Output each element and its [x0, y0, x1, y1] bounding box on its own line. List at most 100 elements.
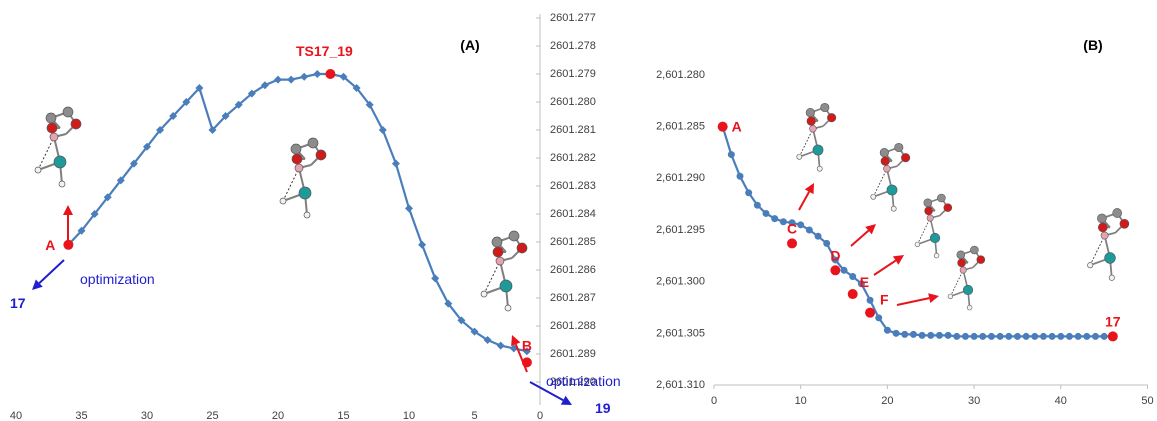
panel-a-data-point	[470, 327, 479, 336]
panel-b-data-point	[831, 256, 839, 264]
atom-6	[870, 193, 877, 200]
panel-b-data-point	[753, 201, 761, 209]
molecule-structure-icon	[914, 193, 953, 259]
panel-b-data-point	[779, 218, 787, 226]
atom-1	[62, 106, 74, 118]
panel-a-optimization-arrow-17-head	[32, 279, 43, 290]
panel-a-x-tick-label: 10	[403, 410, 415, 421]
panel-b-data-point	[927, 331, 935, 339]
atom-5	[962, 284, 974, 296]
panel-b-data-point	[805, 226, 813, 234]
atom-3	[1097, 222, 1108, 233]
panel-a-data-point	[405, 204, 413, 213]
panel-a-y-tick-label: 2601.283	[550, 180, 596, 192]
panel-b-data-point	[944, 331, 952, 339]
atom-6	[1087, 262, 1094, 269]
atom-0	[879, 148, 889, 158]
atom-0	[491, 236, 503, 248]
panel-a-data-point	[274, 75, 282, 84]
panel-b-data-point	[762, 209, 770, 217]
panel-b-x-tick-label: 30	[968, 395, 980, 407]
atom-2	[943, 203, 953, 212]
panel-b-data-point	[935, 331, 943, 339]
panel-b-title: (B)	[1083, 37, 1102, 53]
atom-1	[1112, 208, 1123, 218]
panel-a-data-point	[457, 316, 466, 325]
panel-a-y-tick-label: 2601.286	[550, 264, 596, 276]
panel-b-data-point	[1057, 332, 1065, 340]
panel-b-data-point	[849, 272, 857, 280]
panel-a-highlight-point	[325, 69, 336, 79]
atom-1	[820, 102, 830, 113]
panel-a-title: (A)	[460, 37, 479, 53]
panel-b-data-point	[797, 221, 805, 229]
atom-3	[492, 246, 504, 258]
panel-a-data-point	[116, 176, 125, 185]
atom-3	[291, 153, 303, 165]
panel-a-data-point	[287, 75, 296, 84]
atom-4	[926, 214, 934, 222]
atom-0	[956, 250, 966, 260]
panel-b-y-tick-label: 2,601.290	[656, 172, 705, 184]
panel-a-data-point	[208, 126, 217, 134]
atom-0	[1097, 213, 1107, 224]
molecule-structure-icon	[34, 106, 82, 188]
atom-0	[45, 112, 57, 124]
panel-a-data-point	[234, 100, 243, 109]
panel-b-highlight-point	[847, 289, 858, 300]
atom-5	[1104, 252, 1116, 264]
panel-b-data-point	[909, 330, 917, 338]
panel-b-red-arrow-c	[798, 183, 814, 211]
panel-a-data-point	[221, 112, 230, 120]
panel-b-highlight-points: A C D EF 17	[717, 119, 1121, 342]
panel-b-y-tick-label: 2,601.280	[656, 69, 705, 81]
panel-a-highlight-label: A	[45, 237, 55, 253]
panel-b-red-arrow-e-shaft	[873, 259, 897, 276]
panel-b-data-point	[883, 326, 891, 334]
panel-a-x-tick-label: 0	[537, 410, 543, 421]
panel-a-red-arrow-b-shaft	[514, 343, 528, 373]
panel-b-data-point	[840, 266, 848, 274]
panel-b-data-point	[857, 280, 865, 288]
panel-b-data-point	[1013, 332, 1021, 340]
panel-b-x-tick-label: 40	[1055, 395, 1067, 407]
panel-b-red-arrow-f	[896, 293, 939, 306]
panel-b-x-tick-label: 50	[1141, 395, 1153, 407]
panel-a-data-point	[431, 274, 440, 283]
panel-b-data-point	[1022, 332, 1030, 340]
atom-4	[1100, 231, 1109, 240]
panel-b-y-ticks: 2,601.280 2,601.285 2,601.290 2,601.295 2,60…	[656, 69, 705, 391]
atom-7	[966, 304, 973, 311]
panel-a: 2601.277 2601.278 2601.279 2601.280 2601.281…	[10, 12, 621, 421]
panel-b-y-tick-label: 2,601.300	[656, 276, 705, 288]
atom-6	[947, 293, 954, 300]
atom-3	[924, 206, 933, 216]
atom-1	[508, 230, 520, 242]
panel-b-data-point	[1065, 332, 1073, 340]
panel-a-series-markers	[64, 70, 531, 356]
panel-b-data-point	[979, 332, 987, 340]
panel-b-x-tick-label: 20	[881, 395, 893, 407]
atom-7	[58, 180, 66, 188]
panel-a-data-point	[391, 159, 400, 168]
panel-b-data-point	[1083, 332, 1091, 340]
panel-b-x-tick-label: 0	[711, 395, 717, 407]
atom-0	[923, 198, 933, 208]
panel-a-data-point	[182, 98, 191, 106]
atom-2	[70, 118, 82, 130]
panel-a-data-point	[129, 159, 138, 168]
panel-b-red-arrow-d-shaft	[850, 229, 870, 247]
panel-b-molecules	[796, 102, 1130, 311]
panel-b-data-point	[1100, 332, 1108, 340]
panel-a-x-tick-label: 25	[206, 410, 218, 421]
panel-b-red-arrow-e-head	[892, 255, 904, 265]
panel-b-red-arrow-c-head	[804, 183, 814, 195]
panel-b-x-tick-label: 10	[795, 395, 807, 407]
panel-a-data-point	[195, 84, 204, 92]
panel-a-x-ticks: 40 35 30 25 20 15 10 5 0	[10, 410, 543, 421]
optimization-target-17: 17	[10, 295, 26, 311]
panel-b-data-point	[1039, 332, 1047, 340]
panel-a-y-tick-label: 2601.285	[550, 236, 596, 248]
atom-7	[933, 252, 940, 259]
atom-6	[480, 290, 488, 298]
